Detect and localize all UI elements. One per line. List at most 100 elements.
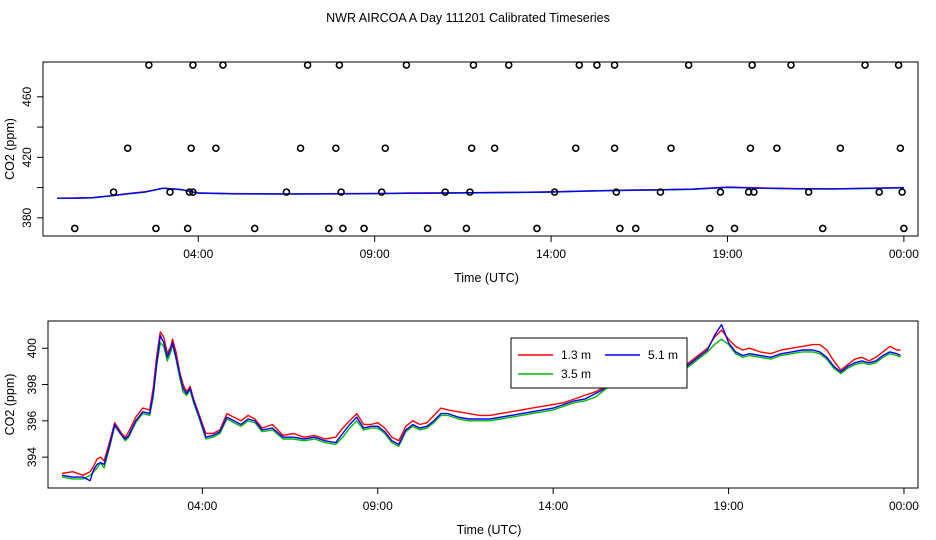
- series-line-5-1-m: [61, 323, 901, 482]
- calibration-point: [667, 144, 675, 153]
- calibration-point: [748, 61, 756, 69]
- calibration-point: [339, 224, 347, 233]
- calibration-point: [282, 188, 291, 196]
- co2-timeseries-panel: 04:00 09:00 14:00 19:00 00:00 394 396 398 400 Tim…: [3, 320, 919, 537]
- plot-area: [61, 323, 901, 482]
- x-tick-label: 19:00: [714, 499, 744, 513]
- calibration-point: [423, 224, 432, 233]
- plot-frame: [47, 320, 919, 489]
- calibration-point: [109, 188, 118, 196]
- y-tick-label: 380: [20, 208, 34, 228]
- legend-label: 3.5 m: [561, 367, 591, 381]
- calibration-point: [381, 144, 390, 153]
- calibration-point: [898, 188, 906, 196]
- calibration-point: [730, 224, 739, 233]
- calibration-point: [612, 188, 621, 196]
- x-tick-label: 00:00: [889, 499, 919, 513]
- calibration-point: [575, 61, 584, 69]
- calibration-point: [250, 224, 259, 233]
- calibration-point: [324, 224, 333, 233]
- calibration-point: [360, 224, 368, 233]
- calibration-point: [504, 61, 513, 69]
- y-axis-label: CO2 (ppm): [3, 118, 17, 180]
- calibration-point: [462, 224, 471, 233]
- calibration-point: [296, 144, 305, 153]
- calibration-point: [684, 61, 693, 69]
- x-tick-label: 04:00: [183, 247, 213, 261]
- calibration-point: [467, 144, 476, 153]
- calibration-point: [183, 224, 192, 233]
- calibration-point: [466, 188, 474, 196]
- calibration-point: [875, 188, 883, 196]
- calibration-point: [656, 188, 665, 196]
- calibration-point: [189, 188, 197, 196]
- calibration-point: [716, 188, 725, 196]
- calibration-point: [804, 188, 813, 196]
- calibration-point: [189, 61, 197, 69]
- calibration-point: [818, 224, 827, 233]
- calibration-point: [746, 144, 755, 153]
- calibration-point: [166, 188, 174, 196]
- calibration-point: [706, 224, 714, 233]
- legend-label: 5.1 m: [648, 348, 678, 362]
- y-tick-label: 394: [25, 447, 39, 467]
- calibration-point: [571, 144, 580, 153]
- y-tick-label: 398: [25, 374, 39, 394]
- y-axis-label: CO2 (ppm): [3, 374, 17, 436]
- x-axis-label: Time (UTC): [454, 271, 519, 285]
- calibration-point: [631, 224, 640, 233]
- calibration-point: [152, 224, 160, 233]
- legend-label: 1.3 m: [561, 348, 591, 362]
- calibration-point: [337, 188, 345, 196]
- calibration-point: [861, 61, 869, 69]
- calibration-point: [900, 224, 908, 233]
- x-tick-label: 04:00: [187, 499, 217, 513]
- y-tick-label: 420: [20, 147, 34, 167]
- calibration-point: [610, 61, 619, 69]
- x-tick-label: 09:00: [360, 247, 390, 261]
- calibration-point: [402, 61, 411, 69]
- calibration-point: [123, 144, 132, 153]
- calibration-point: [335, 61, 344, 69]
- calibration-point: [896, 144, 905, 153]
- y-tick-label: 396: [25, 411, 39, 431]
- calibration-point: [533, 224, 541, 233]
- calibration-point: [469, 61, 478, 69]
- calibration-point: [773, 144, 781, 153]
- plot-frame: [42, 61, 919, 237]
- calibration-point: [490, 144, 499, 153]
- y-tick-label: 400: [25, 338, 39, 358]
- legend-box: [510, 337, 688, 389]
- calibration-point: [187, 144, 195, 153]
- calibration-point: [894, 61, 903, 69]
- calibration-point: [441, 188, 450, 196]
- calibration-point: [836, 144, 845, 153]
- legend: 1.3 m 3.5 m 5.1 m: [510, 337, 688, 389]
- calibration-point: [616, 224, 624, 233]
- x-tick-label: 00:00: [889, 247, 919, 261]
- plot-area: [57, 186, 904, 199]
- calibration-point: [185, 188, 194, 196]
- calibration-point: [145, 61, 153, 69]
- calibration-point: [593, 61, 601, 69]
- x-tick-label: 19:00: [712, 247, 742, 261]
- series-line-1-3-m: [61, 329, 901, 476]
- x-axis-label: Time (UTC): [457, 523, 522, 537]
- calibration-point: [219, 61, 227, 69]
- calibration-point: [787, 61, 795, 69]
- chart-title: NWR AIRCOA A Day 111201 Calibrated Times…: [326, 11, 610, 25]
- calibration-point: [610, 144, 619, 153]
- x-tick-label: 09:00: [363, 499, 393, 513]
- series-line-5-1-m: [57, 186, 904, 199]
- x-tick-label: 14:00: [538, 499, 568, 513]
- calibration-point: [303, 61, 312, 69]
- calibration-point: [550, 188, 559, 196]
- calibrated-timeseries-panel: 04:00 09:00 14:00 19:00 00:00 380 420 460 Time (…: [3, 61, 919, 285]
- calibration-point: [212, 144, 220, 153]
- calibration-point: [377, 188, 386, 196]
- x-tick-label: 14:00: [536, 247, 566, 261]
- calibration-point: [750, 188, 758, 196]
- calibration-point: [332, 144, 340, 153]
- y-tick-label: 460: [20, 86, 34, 106]
